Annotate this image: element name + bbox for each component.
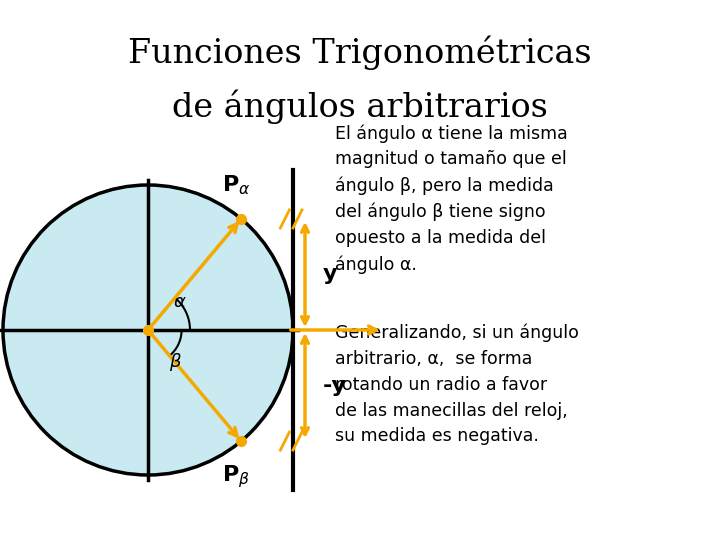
Text: -y: -y (323, 375, 347, 395)
Text: El ángulo α tiene la misma
magnitud o tamaño que el
ángulo β, pero la medida
del: El ángulo α tiene la misma magnitud o ta… (335, 124, 567, 274)
Text: α: α (174, 293, 185, 311)
Text: Funciones Trigonométricas: Funciones Trigonométricas (128, 35, 592, 70)
Text: $\mathbf{P}_{\alpha}$: $\mathbf{P}_{\alpha}$ (222, 173, 251, 197)
Text: β: β (169, 353, 181, 371)
Text: de ángulos arbitrarios: de ángulos arbitrarios (172, 89, 548, 124)
Text: Generalizando, si un ángulo
arbitrario, α,  se forma
rotando un radio a favor
de: Generalizando, si un ángulo arbitrario, … (335, 324, 579, 446)
Text: y: y (323, 265, 338, 285)
Text: $\mathbf{P}_{\beta}$: $\mathbf{P}_{\beta}$ (222, 463, 250, 490)
Circle shape (3, 185, 293, 475)
